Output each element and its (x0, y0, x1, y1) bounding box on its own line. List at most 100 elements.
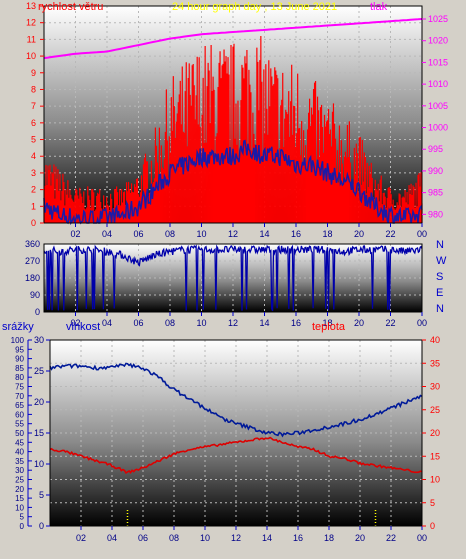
rain-y-tick-label: 70 (15, 392, 24, 401)
wind-x-tick-label: 22 (385, 229, 395, 239)
wind-y-tick-label: 5 (31, 135, 36, 145)
wind-y-tick-label: 1 (31, 201, 36, 211)
wind-y-tick-label: 12 (26, 18, 36, 28)
wind-mean-line (43, 139, 423, 226)
direction-line (43, 244, 423, 312)
humidity-x-tick-label: 04 (107, 533, 117, 543)
direction-series-group (43, 244, 423, 312)
wind-y-tick-label: 8 (31, 84, 36, 94)
humidity-x-tick-label: 10 (200, 533, 210, 543)
direction-compass-label: W (436, 255, 447, 267)
temperature-y-tick-label: 5 (430, 498, 435, 508)
wind-y-tick-label: 0 (31, 218, 36, 228)
humidity-x-tick-label: 00 (417, 533, 427, 543)
pressure-y-tick-label: 995 (428, 144, 443, 154)
direction-x-tick-label: 10 (196, 318, 206, 328)
direction-compass-label: E (436, 287, 443, 299)
direction-y-tick-label: 0 (35, 307, 40, 317)
wind-x-tick-label: 16 (291, 229, 301, 239)
rain-y-tick-label: 30 (15, 466, 24, 475)
rain-y-tick-label: 90 (15, 355, 24, 364)
wind-x-tick-label: 10 (196, 229, 206, 239)
wind-x-tick-label: 00 (417, 229, 427, 239)
temperature-y-tick-label: 35 (430, 358, 440, 368)
rain-y-tick-label: 0 (20, 522, 25, 531)
humidity-x-tick-label: 12 (231, 533, 241, 543)
temperature-y-tick-label: 40 (430, 335, 440, 345)
direction-x-tick-label: 08 (165, 318, 175, 328)
humidity-y-tick-label: 20 (34, 397, 44, 407)
rain-y-tick-label: 85 (15, 364, 24, 373)
humidity-axis-label: vlhkost (66, 321, 100, 333)
pressure-y-tick-label: 985 (428, 188, 443, 198)
pressure-y-tick-label: 1005 (428, 101, 448, 111)
wind-y-tick-label: 10 (26, 51, 36, 61)
wind-y-tick-label: 2 (31, 185, 36, 195)
temperature-y-tick-label: 20 (430, 428, 440, 438)
humidity-y-tick-label: 30 (34, 335, 44, 345)
rain-y-tick-label: 100 (11, 336, 25, 345)
direction-x-tick-label: 14 (259, 318, 269, 328)
direction-x-tick-label: 06 (133, 318, 143, 328)
direction-x-tick-label: 12 (228, 318, 238, 328)
rain-y-tick-label: 95 (15, 345, 24, 354)
rain-y-tick-label: 75 (15, 383, 24, 392)
direction-x-tick-label: 16 (291, 318, 301, 328)
pressure-y-tick-label: 990 (428, 166, 443, 176)
rain-y-tick-label: 60 (15, 410, 24, 419)
humidity-grid (50, 340, 423, 526)
humidity-y-tick-label: 15 (34, 428, 44, 438)
wind-y-tick-label: 6 (31, 118, 36, 128)
rain-y-tick-label: 55 (15, 420, 24, 429)
wind-x-tick-label: 02 (70, 229, 80, 239)
wind-y-tick-label: 11 (27, 34, 36, 44)
direction-x-tick-label: 22 (385, 318, 395, 328)
wind-y-tick-label: 13 (26, 1, 36, 11)
pressure-y-tick-label: 980 (428, 209, 443, 219)
wind-x-tick-label: 12 (228, 229, 238, 239)
wind-axes: 02 04 06 08 10 12 14 16 18 20 22 000123456789101112… (26, 1, 448, 239)
wind-y-tick-label: 7 (31, 101, 36, 111)
rain-y-tick-label: 65 (15, 401, 24, 410)
pressure-y-tick-label: 1000 (428, 123, 448, 133)
rain-y-tick-label: 80 (15, 373, 24, 382)
wind-y-tick-label: 3 (31, 168, 36, 178)
temperature-y-tick-label: 25 (430, 405, 440, 415)
rain-y-tick-label: 25 (15, 476, 24, 485)
direction-y-tick-label: 180 (25, 273, 40, 283)
rain-axis-label: srážky (2, 321, 34, 333)
chart-title: 24 hour graph day , 13 June 2021 (172, 1, 337, 13)
temperature-y-tick-label: 30 (430, 382, 440, 392)
wind-x-tick-label: 06 (133, 229, 143, 239)
pressure-y-tick-label: 1015 (428, 57, 448, 67)
temperature-y-tick-label: 15 (430, 451, 440, 461)
humidity-x-tick-label: 06 (138, 533, 148, 543)
direction-x-tick-label: 00 (417, 318, 427, 328)
humidity-y-tick-label: 25 (34, 366, 44, 376)
direction-y-tick-label: 90 (30, 290, 40, 300)
wind-series-group (43, 18, 423, 226)
wind-y-tick-label: 4 (31, 151, 36, 161)
rain-y-tick-label: 10 (15, 503, 24, 512)
humidity-x-tick-label: 22 (386, 533, 396, 543)
humidity-series-group (49, 362, 423, 526)
direction-x-tick-label: 20 (354, 318, 364, 328)
pressure-axis-label: tlak (370, 1, 388, 13)
rain-y-tick-label: 40 (15, 448, 24, 457)
direction-y-tick-label: 270 (25, 256, 40, 266)
direction-x-tick-label: 02 (70, 318, 80, 328)
temperature-axis-label: teplota (312, 321, 346, 333)
humidity-y-tick-label: 5 (39, 490, 44, 500)
rain-y-tick-label: 50 (15, 429, 24, 438)
wind-pressure-chart: 02 04 06 08 10 12 14 16 18 20 22 000123456789101112… (26, 1, 448, 239)
pressure-y-tick-label: 1020 (428, 36, 448, 46)
direction-compass-label: S (436, 271, 443, 283)
humidity-x-tick-label: 20 (355, 533, 365, 543)
temperature-line (49, 436, 423, 475)
direction-compass-label: N (436, 239, 444, 251)
rain-y-tick-label: 20 (15, 485, 24, 494)
rain-y-tick-label: 45 (15, 438, 24, 447)
humidity-x-tick-label: 14 (262, 533, 272, 543)
